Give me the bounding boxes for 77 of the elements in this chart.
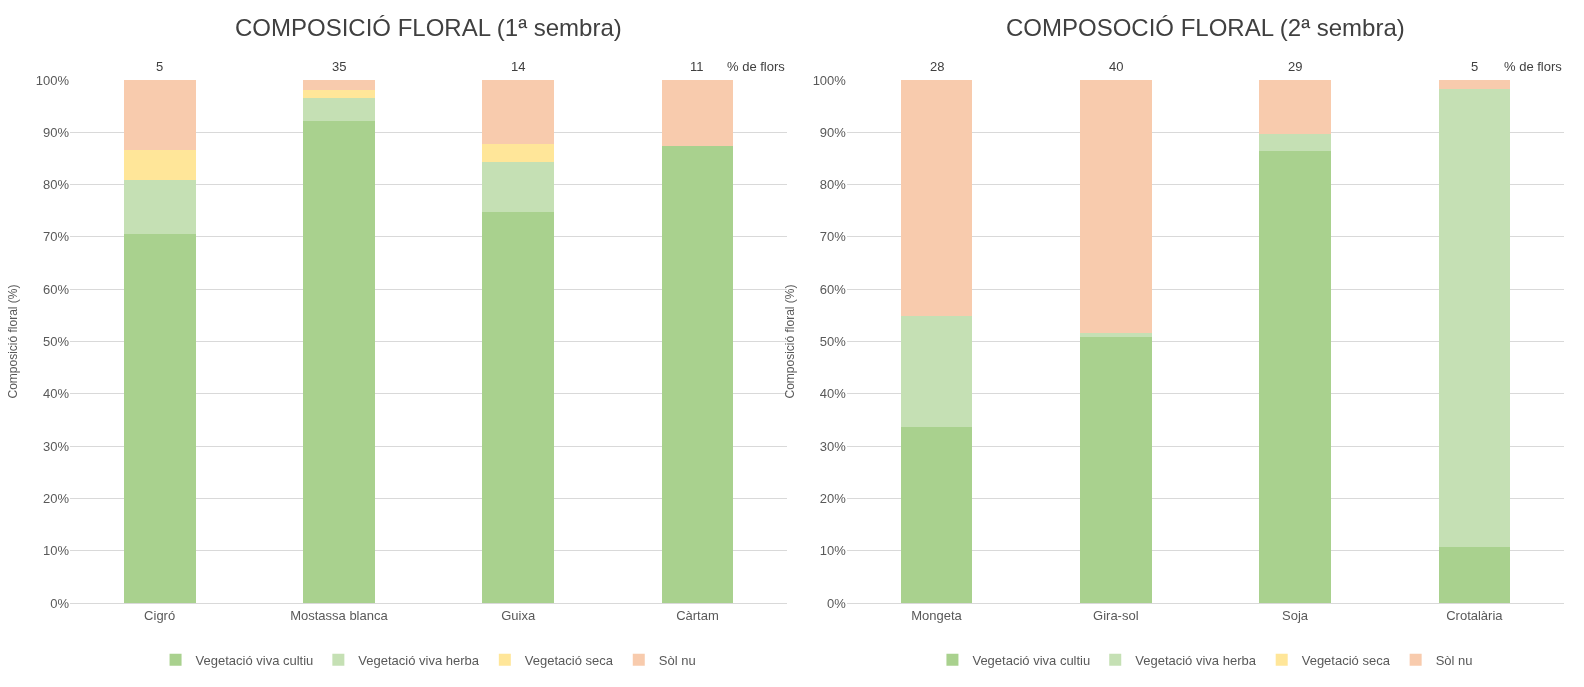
bar (123, 150, 196, 181)
y-tick-label: 70% (42, 229, 70, 245)
y-tick-label: 20% (42, 490, 70, 506)
bar (1259, 151, 1331, 603)
annotation: 5 (1471, 59, 1479, 74)
text: % de flors (1504, 59, 1563, 74)
annotation: 14 (511, 59, 526, 74)
bar (900, 80, 973, 316)
y-tick-label: 10% (819, 543, 847, 559)
bar (123, 180, 196, 235)
annotation: 11 (690, 59, 704, 74)
legend-label: Vegetació seca (1301, 652, 1391, 668)
x-tick-label: Guixa (501, 607, 536, 623)
bar (1079, 337, 1152, 603)
y-tick-label: 60% (819, 281, 847, 297)
bar (1438, 80, 1511, 89)
x-tick-label: Crotalària (1446, 607, 1504, 623)
legend-label: Sòl nu (1435, 652, 1473, 668)
text: % de flors (727, 59, 786, 74)
bar (1079, 80, 1152, 333)
bar (482, 143, 555, 162)
y-tick-label: 30% (42, 438, 70, 454)
y-tick-label: 50% (42, 334, 70, 350)
y-tick-label: 0% (50, 595, 70, 611)
y-tick-label: 80% (42, 177, 70, 193)
y-tick-label: 40% (42, 386, 70, 402)
y-tick-label: 100% (35, 72, 70, 88)
chart-title: COMPOSICIÓ FLORAL (1ª sembra) (235, 14, 622, 41)
chart-title: COMPOSOCIÓ FLORAL (2ª sembra) (1006, 14, 1405, 41)
bar (123, 234, 196, 603)
y-tick-label: 50% (819, 334, 847, 350)
bar (303, 121, 375, 603)
y-tick-label: 20% (819, 490, 847, 506)
bar (900, 427, 973, 603)
y-axis-title: Composició floral (%) (782, 284, 797, 399)
y-tick-label: 30% (819, 438, 847, 454)
y-tick-label: 60% (42, 281, 70, 297)
y-axis-title: Composició floral (%) (6, 284, 21, 399)
bar (661, 145, 734, 603)
x-tick-label: Gira-sol (1093, 607, 1139, 623)
legend-label: Vegetació viva cultiu (195, 652, 314, 668)
bar (482, 212, 555, 603)
y-tick-label: 90% (42, 124, 70, 140)
y-tick-label: 10% (42, 543, 70, 559)
annotation: 5 (156, 59, 164, 74)
bar (303, 98, 375, 122)
legend-label: Vegetació seca (524, 652, 614, 668)
legend-label: Sòl nu (658, 652, 696, 668)
y-tick-label: 80% (819, 177, 847, 193)
bar (303, 80, 375, 90)
y-tick-label: 40% (819, 386, 847, 402)
legend-label: Vegetació viva herba (1135, 652, 1257, 668)
annotation: 35 (332, 59, 347, 74)
legend-label: Vegetació viva herba (358, 652, 480, 668)
annotation: 29 (1288, 59, 1303, 74)
bar (123, 80, 196, 151)
legend-label: Vegetació viva cultiu (972, 652, 1091, 668)
bar (1438, 88, 1511, 548)
y-tick-label: 90% (819, 124, 847, 140)
x-tick-label: Càrtam (676, 607, 719, 623)
annotation: 28 (930, 59, 945, 74)
bar (303, 89, 375, 99)
bar (661, 80, 734, 146)
y-tick-label: 0% (827, 595, 847, 611)
bar (1438, 547, 1511, 603)
bar (1259, 134, 1331, 152)
x-tick-label: Cigró (144, 607, 176, 623)
y-tick-label: 70% (819, 229, 847, 245)
bar (1259, 80, 1331, 135)
bar (482, 80, 555, 144)
annotation: 40 (1109, 59, 1124, 74)
bar (900, 315, 973, 428)
x-tick-label: Mongeta (911, 607, 963, 623)
x-tick-label: Soja (1282, 607, 1309, 623)
x-tick-label: Mostassa blanca (290, 607, 389, 623)
bar (482, 161, 555, 213)
y-tick-label: 100% (812, 72, 847, 88)
